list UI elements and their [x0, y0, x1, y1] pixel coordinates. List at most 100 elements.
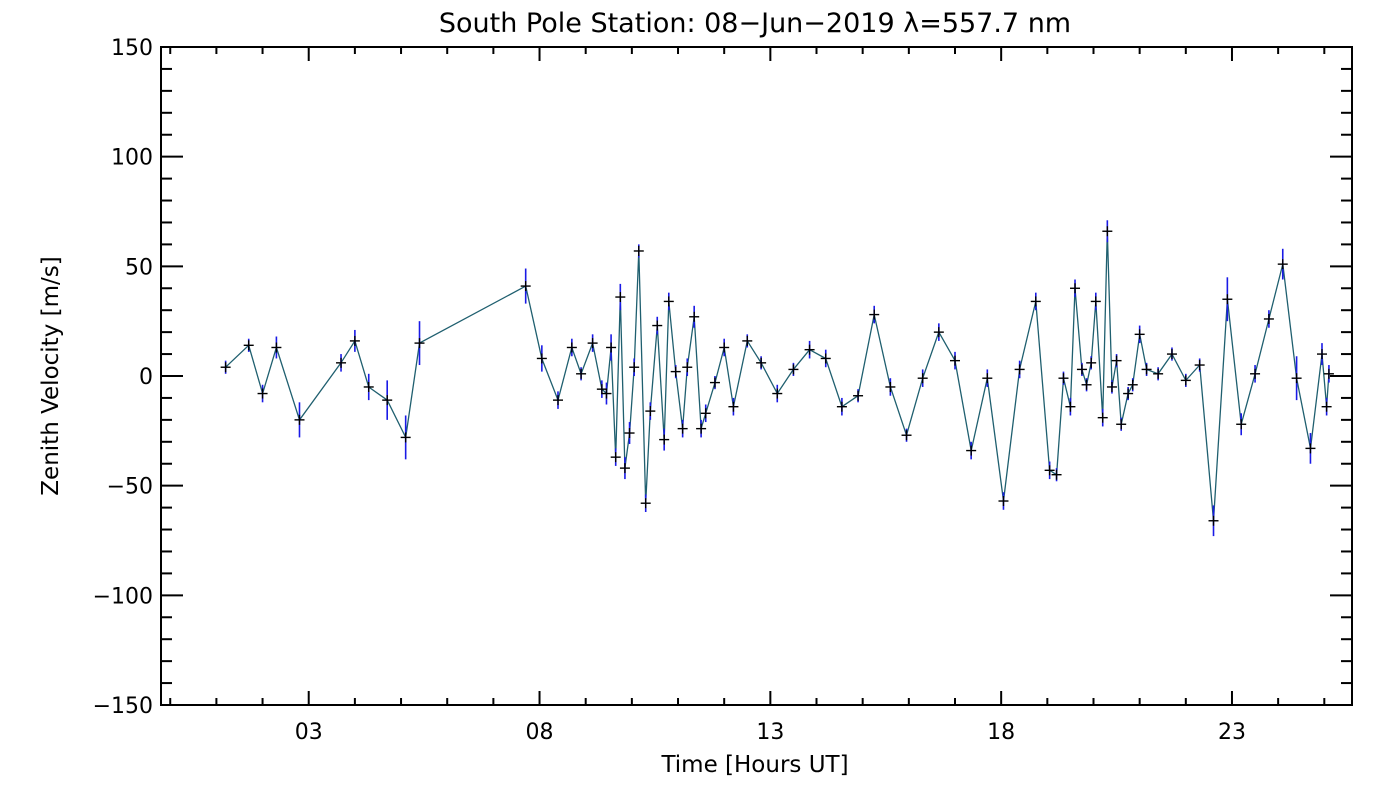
axis-tick-labels: 03 08 13 18 23 −150 −100 −50 0 50 100 150: [93, 36, 1246, 745]
data-point-marker: [1052, 470, 1062, 480]
data-point-marker: [1250, 369, 1260, 379]
data-point-marker: [382, 395, 392, 405]
data-point-marker: [710, 378, 720, 388]
data-point-marker: [641, 498, 651, 508]
data-point-marker: [682, 362, 692, 372]
series-line: [226, 231, 1329, 521]
data-point-marker: [1222, 294, 1232, 304]
y-tick-label: 150: [111, 36, 153, 61]
data-point-marker: [821, 353, 831, 363]
data-point-marker: [294, 415, 304, 425]
y-tick-label: −50: [107, 475, 153, 500]
data-point-marker: [1292, 373, 1302, 383]
axis-ticks: [161, 47, 1352, 705]
data-point-marker: [719, 342, 729, 352]
data-point-marker: [1264, 314, 1274, 324]
data-point-marker: [982, 373, 992, 383]
data-point-marker: [1102, 226, 1112, 236]
x-axis-label: Time [Hours UT]: [660, 752, 848, 778]
data-point-marker: [701, 408, 711, 418]
data-point-marker: [664, 296, 674, 306]
data-point-marker: [1123, 389, 1133, 399]
data-point-marker: [606, 342, 616, 352]
data-point-marker: [258, 389, 268, 399]
data-point-marker: [1112, 356, 1122, 366]
x-tick-label: 18: [987, 720, 1015, 745]
data-point-marker: [756, 358, 766, 368]
data-point-marker: [1098, 413, 1108, 423]
data-point-marker: [696, 424, 706, 434]
data-point-marker: [537, 353, 547, 363]
data-point-marker: [1107, 382, 1117, 392]
data-point-marker: [671, 367, 681, 377]
data-point-marker: [678, 424, 688, 434]
data-point-marker: [364, 382, 374, 392]
data-point-marker: [1091, 296, 1101, 306]
data-point-marker: [1324, 369, 1334, 379]
data-point-marker: [1142, 364, 1152, 374]
data-point-marker: [1086, 358, 1096, 368]
chart-title: South Pole Station: 08−Jun−2019 λ=557.7 …: [439, 8, 1071, 39]
data-point-marker: [1305, 443, 1315, 453]
data-point-marker: [1065, 402, 1075, 412]
x-tick-label: 13: [756, 720, 784, 745]
data-point-marker: [1077, 364, 1087, 374]
data-point-marker: [521, 281, 531, 291]
data-point-marker: [772, 389, 782, 399]
data-point-marker: [652, 321, 662, 331]
data-point-marker: [689, 312, 699, 322]
data-point-marker: [1236, 419, 1246, 429]
data-point-marker: [998, 496, 1008, 506]
data-point-marker: [1045, 465, 1055, 475]
data-point-marker: [1135, 329, 1145, 339]
data-point-marker: [1209, 516, 1219, 526]
data-point-marker: [401, 432, 411, 442]
data-point-marker: [885, 382, 895, 392]
y-tick-label: −150: [93, 694, 153, 719]
data-point-marker: [1082, 380, 1092, 390]
data-point-marker: [934, 327, 944, 337]
zenith-velocity-chart: South Pole Station: 08−Jun−2019 λ=557.7 …: [0, 0, 1400, 800]
data-point-marker: [588, 338, 598, 348]
data-point-marker: [1128, 380, 1138, 390]
data-point-marker: [567, 342, 577, 352]
data-point-marker: [918, 373, 928, 383]
y-axis-label: Zenith Velocity [m/s]: [38, 256, 64, 495]
data-point-marker: [950, 356, 960, 366]
x-tick-label: 23: [1218, 720, 1246, 745]
data-point-marker: [1317, 349, 1327, 359]
errorbar-layer: [226, 220, 1329, 536]
data-point-marker: [869, 310, 879, 320]
marker-layer: [221, 226, 1334, 526]
data-point-marker: [837, 402, 847, 412]
data-point-marker: [645, 406, 655, 416]
data-point-marker: [629, 362, 639, 372]
y-tick-label: 0: [139, 365, 153, 390]
data-point-marker: [553, 395, 563, 405]
data-point-marker: [659, 435, 669, 445]
y-tick-label: 100: [111, 146, 153, 171]
data-point-marker: [415, 338, 425, 348]
data-point-marker: [966, 446, 976, 456]
series-line-layer: [226, 231, 1329, 521]
data-point-marker: [576, 369, 586, 379]
data-point-marker: [1031, 296, 1041, 306]
data-point-marker: [271, 342, 281, 352]
data-point-marker: [336, 358, 346, 368]
data-point-marker: [853, 391, 863, 401]
data-point-marker: [1167, 349, 1177, 359]
y-tick-label: 50: [125, 255, 153, 280]
data-point-marker: [1070, 283, 1080, 293]
x-tick-label: 08: [526, 720, 554, 745]
data-point-marker: [625, 428, 635, 438]
data-point-marker: [742, 336, 752, 346]
data-point-marker: [634, 246, 644, 256]
data-point-marker: [620, 463, 630, 473]
data-point-marker: [1278, 259, 1288, 269]
data-point-marker: [1153, 369, 1163, 379]
data-point-marker: [615, 292, 625, 302]
data-point-marker: [902, 430, 912, 440]
x-tick-label: 03: [295, 720, 323, 745]
data-point-marker: [1058, 373, 1068, 383]
data-point-marker: [1322, 402, 1332, 412]
